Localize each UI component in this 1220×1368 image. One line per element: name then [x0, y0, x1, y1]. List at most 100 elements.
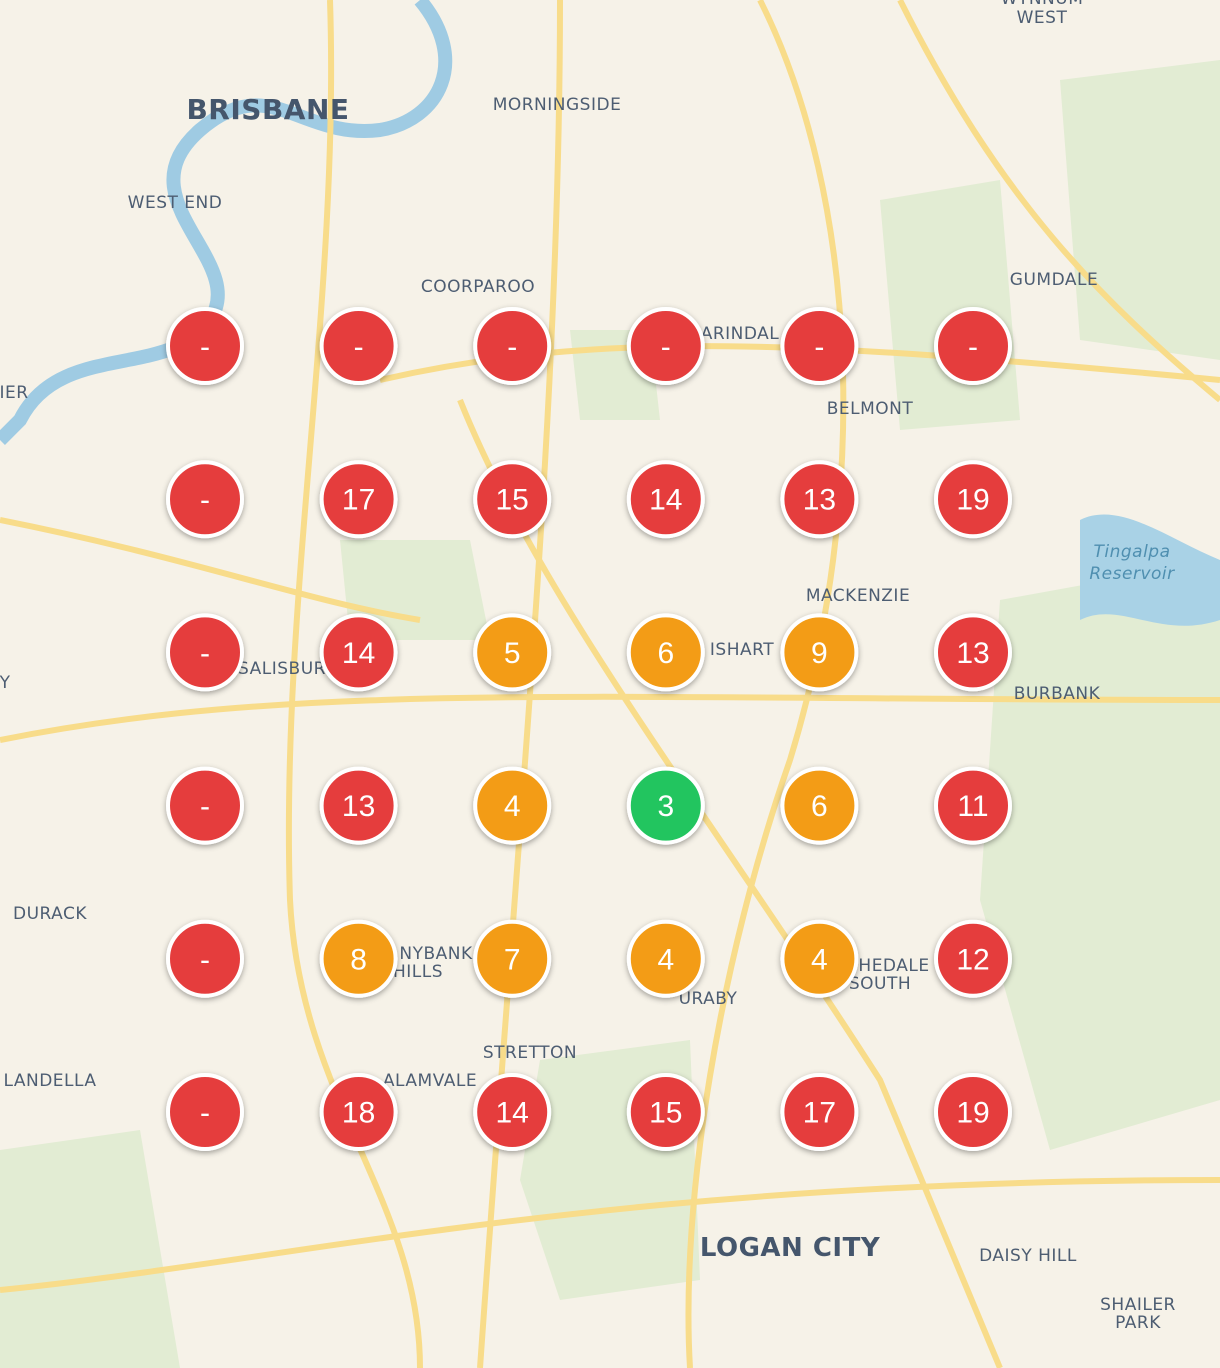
- marker[interactable]: 12: [934, 919, 1012, 998]
- place-label: ISHART: [710, 640, 774, 660]
- place-label: PARK: [1115, 1313, 1161, 1333]
- marker[interactable]: 18: [319, 1073, 398, 1151]
- marker-label: 18: [342, 1097, 375, 1130]
- marker-circle: [319, 613, 398, 692]
- marker[interactable]: 13: [780, 460, 859, 539]
- marker[interactable]: 17: [319, 460, 398, 539]
- place-label: BRISBANE: [186, 93, 349, 126]
- place-label: LANDELLA: [3, 1071, 96, 1091]
- marker-circle: [473, 919, 552, 998]
- marker-label: 9: [811, 637, 828, 670]
- place-label: COORPAROO: [421, 277, 535, 297]
- marker-circle: [319, 919, 398, 998]
- marker-circle: [626, 1073, 705, 1151]
- place-label: LOGAN CITY: [700, 1233, 881, 1263]
- place-label: SOUTH: [849, 974, 911, 994]
- marker-label: -: [200, 331, 210, 364]
- marker[interactable]: 4: [473, 766, 552, 845]
- marker-label: 14: [496, 1097, 529, 1130]
- marker[interactable]: 6: [626, 613, 705, 692]
- marker-label: 15: [649, 1097, 682, 1130]
- marker-label: 13: [956, 637, 989, 670]
- marker[interactable]: -: [166, 766, 244, 845]
- place-labels: WYNNUM WEST BRISBANE MORNINGSIDE WEST EN…: [0, 0, 1176, 1333]
- place-label: WEST: [1017, 8, 1068, 28]
- marker-circle: [319, 766, 398, 845]
- marker[interactable]: 3: [626, 766, 705, 845]
- marker-label: 7: [504, 943, 521, 976]
- place-label: DURACK: [13, 904, 87, 924]
- marker[interactable]: 15: [626, 1073, 705, 1151]
- marker-label: 4: [657, 943, 674, 976]
- marker-circle: [166, 460, 244, 539]
- place-label: Reservoir: [1089, 564, 1175, 584]
- marker-label: 12: [956, 943, 989, 976]
- place-label: SHAILER: [1100, 1295, 1176, 1315]
- marker[interactable]: -: [319, 307, 398, 385]
- marker[interactable]: 14: [319, 613, 398, 692]
- marker[interactable]: -: [166, 460, 244, 539]
- marker-label: -: [354, 331, 364, 364]
- marker[interactable]: 11: [934, 766, 1012, 845]
- marker-label: -: [661, 331, 671, 364]
- marker[interactable]: 4: [626, 919, 705, 998]
- marker[interactable]: 9: [780, 613, 859, 692]
- marker-circle: [166, 919, 244, 998]
- marker-circle: [473, 613, 552, 692]
- marker[interactable]: 19: [934, 460, 1012, 539]
- marker-circle: [319, 460, 398, 539]
- place-label: BELMONT: [827, 399, 914, 419]
- markers: - - - - - - - 17 15 14 13 19 - 14 5 6 9 13 - 13 4 3 6 11 - 8 7 4 4 12…: [166, 307, 1012, 1151]
- marker-circle: [626, 460, 705, 539]
- marker[interactable]: 14: [473, 1073, 552, 1151]
- marker-label: 13: [342, 790, 375, 823]
- marker-label: 15: [496, 484, 529, 517]
- place-label: STRETTON: [483, 1043, 577, 1063]
- marker-label: 6: [811, 790, 828, 823]
- marker[interactable]: -: [166, 307, 244, 385]
- marker[interactable]: 13: [319, 766, 398, 845]
- marker[interactable]: 14: [626, 460, 705, 539]
- marker-label: 3: [657, 790, 674, 823]
- marker[interactable]: 15: [473, 460, 552, 539]
- marker-label: 19: [956, 484, 989, 517]
- place-label: WEST END: [128, 193, 223, 213]
- marker[interactable]: -: [166, 919, 244, 998]
- marker-circle: [934, 460, 1012, 539]
- marker[interactable]: -: [934, 307, 1012, 385]
- reservoir: [1080, 514, 1220, 626]
- marker-label: 17: [803, 1097, 836, 1130]
- marker-label: 4: [504, 790, 521, 823]
- marker[interactable]: 13: [934, 613, 1012, 692]
- marker[interactable]: -: [166, 1073, 244, 1151]
- marker-label: -: [968, 331, 978, 364]
- marker[interactable]: 6: [780, 766, 859, 845]
- marker[interactable]: 5: [473, 613, 552, 692]
- marker-circle: [319, 1073, 398, 1151]
- marker-label: -: [200, 943, 210, 976]
- marker-circle: [780, 919, 859, 998]
- marker[interactable]: 17: [780, 1073, 859, 1151]
- place-label: BURBANK: [1014, 684, 1101, 704]
- marker-label: -: [200, 637, 210, 670]
- marker[interactable]: 4: [780, 919, 859, 998]
- marker-circle: [473, 460, 552, 539]
- marker-label: -: [200, 484, 210, 517]
- marker-label: 17: [342, 484, 375, 517]
- marker[interactable]: 7: [473, 919, 552, 998]
- marker[interactable]: -: [780, 307, 859, 385]
- marker-label: 14: [649, 484, 682, 517]
- marker[interactable]: 8: [319, 919, 398, 998]
- place-label: SALISBUR: [238, 659, 326, 679]
- marker[interactable]: -: [166, 613, 244, 692]
- marker-circle: [319, 307, 398, 385]
- place-label: URABY: [679, 989, 738, 1009]
- marker-circle: [166, 1073, 244, 1151]
- marker[interactable]: -: [473, 307, 552, 385]
- marker[interactable]: -: [626, 307, 705, 385]
- place-label: HEDALE: [858, 956, 929, 976]
- marker-label: -: [507, 331, 517, 364]
- parks: [0, 60, 1220, 1368]
- marker[interactable]: 19: [934, 1073, 1012, 1151]
- marker-circle: [473, 307, 552, 385]
